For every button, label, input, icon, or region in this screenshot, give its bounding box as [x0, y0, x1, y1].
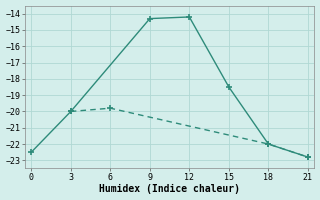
X-axis label: Humidex (Indice chaleur): Humidex (Indice chaleur) [99, 184, 240, 194]
